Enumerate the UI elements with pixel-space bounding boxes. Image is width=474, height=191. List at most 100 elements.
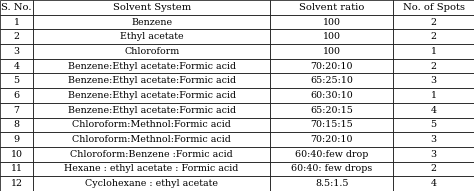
Bar xyxy=(270,103,393,117)
Text: 3: 3 xyxy=(431,76,437,85)
Bar xyxy=(393,162,474,176)
Text: Benzene:Ethyl acetate:Formic acid: Benzene:Ethyl acetate:Formic acid xyxy=(68,62,236,71)
Bar xyxy=(33,132,270,147)
Bar xyxy=(33,147,270,162)
Bar xyxy=(393,88,474,103)
Text: 3: 3 xyxy=(431,135,437,144)
Text: 5: 5 xyxy=(431,120,437,129)
Bar xyxy=(33,117,270,132)
Bar xyxy=(393,59,474,74)
Bar xyxy=(270,117,393,132)
Bar xyxy=(0,176,33,191)
Text: 2: 2 xyxy=(431,32,437,41)
Text: 6: 6 xyxy=(14,91,19,100)
Text: S. No.: S. No. xyxy=(1,3,32,12)
Text: 100: 100 xyxy=(323,47,341,56)
Text: 3: 3 xyxy=(14,47,19,56)
Bar xyxy=(0,162,33,176)
Bar xyxy=(33,176,270,191)
Bar xyxy=(270,147,393,162)
Bar xyxy=(0,15,33,29)
Text: Solvent ratio: Solvent ratio xyxy=(299,3,365,12)
Bar xyxy=(393,0,474,15)
Text: 70:15:15: 70:15:15 xyxy=(310,120,353,129)
Text: 8.5:1.5: 8.5:1.5 xyxy=(315,179,348,188)
Bar xyxy=(0,59,33,74)
Text: 2: 2 xyxy=(14,32,19,41)
Bar xyxy=(0,44,33,59)
Text: Ethyl acetate: Ethyl acetate xyxy=(120,32,183,41)
Bar xyxy=(270,176,393,191)
Text: 2: 2 xyxy=(431,18,437,27)
Text: 60:40: few drops: 60:40: few drops xyxy=(291,164,373,173)
Text: Chloroform:Methnol:Formic acid: Chloroform:Methnol:Formic acid xyxy=(72,135,231,144)
Bar xyxy=(0,29,33,44)
Text: 5: 5 xyxy=(14,76,19,85)
Text: 11: 11 xyxy=(10,164,23,173)
Text: Benzene: Benzene xyxy=(131,18,172,27)
Bar xyxy=(393,147,474,162)
Bar xyxy=(270,59,393,74)
Text: No. of Spots: No. of Spots xyxy=(403,3,465,12)
Bar xyxy=(393,176,474,191)
Text: Cyclohexane : ethyl acetate: Cyclohexane : ethyl acetate xyxy=(85,179,218,188)
Text: Chloroform:Benzene :Formic acid: Chloroform:Benzene :Formic acid xyxy=(70,150,233,159)
Text: Chloroform:Methnol:Formic acid: Chloroform:Methnol:Formic acid xyxy=(72,120,231,129)
Bar xyxy=(270,74,393,88)
Text: 2: 2 xyxy=(431,164,437,173)
Bar xyxy=(270,162,393,176)
Bar xyxy=(393,132,474,147)
Bar xyxy=(33,103,270,117)
Text: 1: 1 xyxy=(431,91,437,100)
Bar xyxy=(33,74,270,88)
Text: 65:25:10: 65:25:10 xyxy=(310,76,353,85)
Text: 3: 3 xyxy=(431,150,437,159)
Bar xyxy=(270,29,393,44)
Text: 60:40:few drop: 60:40:few drop xyxy=(295,150,368,159)
Text: 100: 100 xyxy=(323,32,341,41)
Bar xyxy=(33,88,270,103)
Text: 7: 7 xyxy=(14,106,19,115)
Bar xyxy=(0,117,33,132)
Bar xyxy=(33,162,270,176)
Text: 4: 4 xyxy=(431,179,437,188)
Bar xyxy=(0,88,33,103)
Bar xyxy=(270,44,393,59)
Bar xyxy=(33,0,270,15)
Bar xyxy=(0,74,33,88)
Text: 2: 2 xyxy=(431,62,437,71)
Bar xyxy=(33,59,270,74)
Bar xyxy=(270,132,393,147)
Bar xyxy=(33,44,270,59)
Text: 4: 4 xyxy=(431,106,437,115)
Text: 4: 4 xyxy=(14,62,19,71)
Text: 9: 9 xyxy=(14,135,19,144)
Text: Chloroform: Chloroform xyxy=(124,47,179,56)
Bar xyxy=(33,15,270,29)
Bar xyxy=(393,74,474,88)
Bar xyxy=(0,147,33,162)
Text: 100: 100 xyxy=(323,18,341,27)
Text: Hexane : ethyl acetate : Formic acid: Hexane : ethyl acetate : Formic acid xyxy=(64,164,239,173)
Bar xyxy=(0,103,33,117)
Bar xyxy=(393,103,474,117)
Text: 10: 10 xyxy=(10,150,23,159)
Text: 70:20:10: 70:20:10 xyxy=(310,62,353,71)
Text: 12: 12 xyxy=(10,179,23,188)
Bar xyxy=(33,29,270,44)
Text: 65:20:15: 65:20:15 xyxy=(310,106,353,115)
Bar xyxy=(270,88,393,103)
Bar xyxy=(393,117,474,132)
Text: 1: 1 xyxy=(431,47,437,56)
Text: Solvent System: Solvent System xyxy=(112,3,191,12)
Bar xyxy=(393,15,474,29)
Text: Benzene:Ethyl acetate:Formic acid: Benzene:Ethyl acetate:Formic acid xyxy=(68,106,236,115)
Text: Benzene:Ethyl acetate:Formic acid: Benzene:Ethyl acetate:Formic acid xyxy=(68,76,236,85)
Text: Benzene:Ethyl acetate:Formic acid: Benzene:Ethyl acetate:Formic acid xyxy=(68,91,236,100)
Text: 1: 1 xyxy=(14,18,19,27)
Text: 8: 8 xyxy=(14,120,19,129)
Bar xyxy=(0,0,33,15)
Bar xyxy=(0,132,33,147)
Text: 60:30:10: 60:30:10 xyxy=(310,91,353,100)
Bar xyxy=(393,44,474,59)
